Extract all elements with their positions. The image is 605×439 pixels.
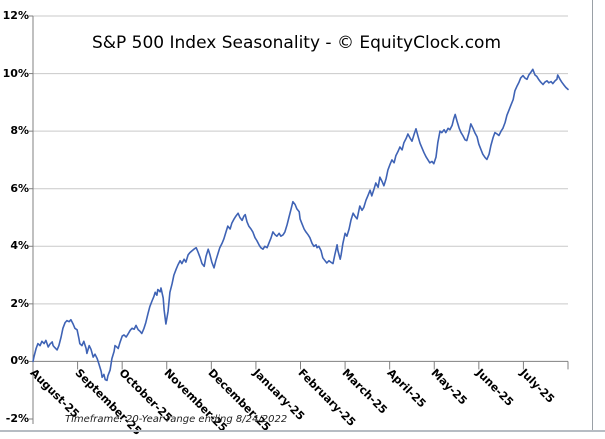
y-tick-label: 12% [2,9,29,22]
y-tick-label: 2% [10,296,29,310]
timeframe-footnote: Timeframe: 20-Year range ending 8/24/202… [65,414,288,425]
image-bottom-border [0,430,605,432]
series-line [32,68,569,382]
y-tick-label: 6% [10,181,29,195]
chart-title: S&P 500 Index Seasonality - © EquityCloc… [91,33,502,53]
y-tick-label: -2% [5,412,29,425]
y-tick-label: 8% [10,124,29,138]
y-tick-label: 0% [10,354,29,368]
y-tick-label: 4% [10,239,29,253]
image-right-border [592,0,593,430]
y-tick-label: 10% [2,66,29,80]
